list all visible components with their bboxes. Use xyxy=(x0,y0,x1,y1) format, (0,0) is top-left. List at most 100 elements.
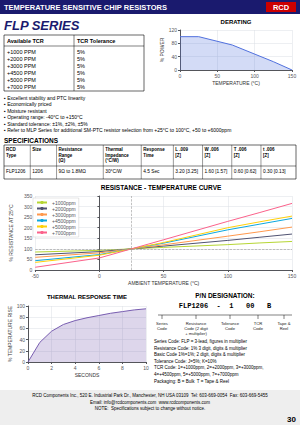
svg-text:Impedance: Impedance xyxy=(105,153,129,158)
svg-text:0: 0 xyxy=(27,365,30,371)
svg-text:+7000ppm: +7000ppm xyxy=(52,230,76,236)
svg-text:(°C/W): (°C/W) xyxy=(105,158,119,163)
svg-text:Basic Code 1%=1%; 2 digit, dig: Basic Code 1%=1%; 2 digit, digits & mult… xyxy=(154,352,245,357)
svg-text:150: 150 xyxy=(24,235,33,241)
svg-text:20: 20 xyxy=(19,348,25,354)
svg-text:250: 250 xyxy=(24,214,33,220)
svg-text:[Z]: [Z] xyxy=(263,153,269,158)
svg-text:Code: Code xyxy=(157,326,168,331)
svg-text:TEMPERATURE (°C): TEMPERATURE (°C) xyxy=(212,80,260,86)
svg-text:40: 40 xyxy=(171,54,177,60)
svg-text:100: 100 xyxy=(17,303,26,309)
svg-text:30°C/W: 30°C/W xyxy=(105,169,122,174)
svg-text:100: 100 xyxy=(250,73,259,79)
svg-text:+3000 PPM: +3000 PPM xyxy=(7,63,36,69)
svg-text:RCD: RCD xyxy=(6,147,16,152)
svg-text:Code: Code xyxy=(253,326,264,331)
svg-text:4: 4 xyxy=(74,365,77,371)
svg-text:9Ω to 1.8MΩ: 9Ω to 1.8MΩ xyxy=(59,169,87,174)
svg-text:Code: Code xyxy=(225,326,236,331)
svg-text:Response: Response xyxy=(143,147,165,152)
svg-text:5%: 5% xyxy=(77,77,85,83)
svg-text:+ multiplier): + multiplier) xyxy=(185,331,207,336)
svg-text:5%: 5% xyxy=(77,70,85,76)
svg-text:50: 50 xyxy=(215,73,221,79)
svg-text:Type: Type xyxy=(6,153,17,158)
svg-text:Series Code: FLP = 3-lead, fig: Series Code: FLP = 3-lead, figures in mu… xyxy=(154,339,248,344)
svg-text:100: 100 xyxy=(224,273,233,279)
svg-text:RCD Components Inc., 520 E. In: RCD Components Inc., 520 E. Industrial P… xyxy=(32,393,268,398)
svg-text:120: 120 xyxy=(169,27,178,33)
svg-text:+2000 PPM: +2000 PPM xyxy=(7,56,36,62)
svg-text:+1000 PPM: +1000 PPM xyxy=(7,49,36,55)
svg-text:RESISTANCE - TEMPERATURE CURVE: RESISTANCE - TEMPERATURE CURVE xyxy=(101,184,222,191)
svg-text:150: 150 xyxy=(288,73,297,79)
svg-text:5%: 5% xyxy=(77,49,85,55)
svg-text:3.20 [3.25]: 3.20 [3.25] xyxy=(175,169,198,174)
svg-text:0: 0 xyxy=(174,67,177,73)
svg-text:Reel: Reel xyxy=(280,326,289,331)
svg-text:SPECIFICATIONS: SPECIFICATIONS xyxy=(4,137,59,144)
svg-text:5%: 5% xyxy=(77,84,85,90)
svg-text:+5000 PPM: +5000 PPM xyxy=(7,77,36,83)
svg-text:SECONDS: SECONDS xyxy=(75,372,100,378)
svg-text:Resistance Code: 1% 3 digit, d: Resistance Code: 1% 3 digit, digits & mu… xyxy=(154,346,248,351)
svg-text:4=+4500ppm, 5=+5000ppm, 7=+700: 4=+4500ppm, 5=+5000ppm, 7=+7000ppm xyxy=(154,372,239,377)
svg-text:AMBIENT TEMPERATURE (°C): AMBIENT TEMPERATURE (°C) xyxy=(128,280,200,286)
svg-text:Packaging: B = Bulk T = Tape: Packaging: B = Bulk T = Tape & Reel xyxy=(154,379,229,384)
svg-text:5%: 5% xyxy=(77,56,85,62)
svg-text:6: 6 xyxy=(97,365,100,371)
svg-text:0.60 [0.62]: 0.60 [0.62] xyxy=(234,169,257,174)
svg-text:TCR Tolerance: TCR Tolerance xyxy=(77,38,115,44)
svg-text:2: 2 xyxy=(50,365,53,371)
svg-text:T .006: T .006 xyxy=(234,147,247,152)
svg-text:FLP SERIES: FLP SERIES xyxy=(4,18,80,33)
svg-text:Time: Time xyxy=(143,153,154,158)
svg-text:0: 0 xyxy=(22,359,25,365)
svg-text:Tolerance Code: J=5%; K=10%: Tolerance Code: J=5%; K=10% xyxy=(154,359,217,364)
svg-text:Size: Size xyxy=(32,147,42,152)
svg-text:▪ Standard tolerance: ±1%, ±2%: ▪ Standard tolerance: ±1%, ±2%, ±5% xyxy=(4,121,88,127)
svg-text:(Ω): (Ω) xyxy=(59,158,66,163)
svg-text:TCR Code: 1=+1000ppm, 2=+2000p: TCR Code: 1=+1000ppm, 2=+2000ppm, 3=+300… xyxy=(154,365,264,370)
svg-text:10: 10 xyxy=(143,365,149,371)
svg-text:▪ Refer to MLP Series for addi: ▪ Refer to MLP Series for additional SM-… xyxy=(4,127,231,133)
svg-text:Range: Range xyxy=(59,153,73,158)
svg-text:DERATING: DERATING xyxy=(221,19,252,25)
svg-text:1.60 [1.57]: 1.60 [1.57] xyxy=(205,169,228,174)
svg-text:▪ Moisture resistant: ▪ Moisture resistant xyxy=(4,108,47,114)
svg-text:-50: -50 xyxy=(32,273,39,279)
svg-text:[Z]: [Z] xyxy=(234,153,240,158)
svg-text:40: 40 xyxy=(19,337,25,343)
svg-text:Email: info@rcdcomponents.com: Email: info@rcdcomponents.com www.rcdcom… xyxy=(90,400,210,405)
svg-text:+4500 PPM: +4500 PPM xyxy=(7,70,36,76)
svg-text:Resistance: Resistance xyxy=(59,147,83,152)
svg-text:▪ Operating range: -40°C to +1: ▪ Operating range: -40°C to +150°C xyxy=(4,114,83,120)
svg-text:300: 300 xyxy=(24,204,33,210)
svg-text:% POWER: % POWER xyxy=(159,37,165,62)
svg-text:% TEMPERATURE RISE: % TEMPERATURE RISE xyxy=(7,305,13,362)
svg-text:60: 60 xyxy=(19,325,25,331)
svg-text:350: 350 xyxy=(24,193,33,199)
svg-text:80: 80 xyxy=(171,40,177,46)
svg-text:1206: 1206 xyxy=(32,169,43,174)
svg-text:0.30 [0.13]: 0.30 [0.13] xyxy=(263,169,286,174)
svg-text:t .006: t .006 xyxy=(263,147,275,152)
svg-text:[Z]: [Z] xyxy=(205,153,211,158)
svg-text:80: 80 xyxy=(19,314,25,320)
svg-text:% RESISTANCE AT 25°C: % RESISTANCE AT 25°C xyxy=(8,204,14,261)
svg-text:30: 30 xyxy=(287,415,296,424)
svg-text:100: 100 xyxy=(24,246,33,252)
svg-text:0: 0 xyxy=(98,273,101,279)
svg-text:5%: 5% xyxy=(77,63,85,69)
svg-text:FLP1206: FLP1206 xyxy=(6,169,26,174)
svg-text:50: 50 xyxy=(161,273,167,279)
svg-text:W .006: W .006 xyxy=(205,147,220,152)
svg-text:[Z]: [Z] xyxy=(175,153,181,158)
svg-text:+7000 PPM: +7000 PPM xyxy=(7,84,36,90)
svg-text:▪ Excellent stability and PTC: ▪ Excellent stability and PTC linearity xyxy=(4,95,86,101)
svg-text:FLP1206 - 1 00 B: FLP1206 - 1 00 B xyxy=(179,302,272,310)
svg-text:Available TCR: Available TCR xyxy=(7,38,44,44)
svg-text:Thermal: Thermal xyxy=(105,147,123,152)
svg-text:0: 0 xyxy=(179,73,182,79)
